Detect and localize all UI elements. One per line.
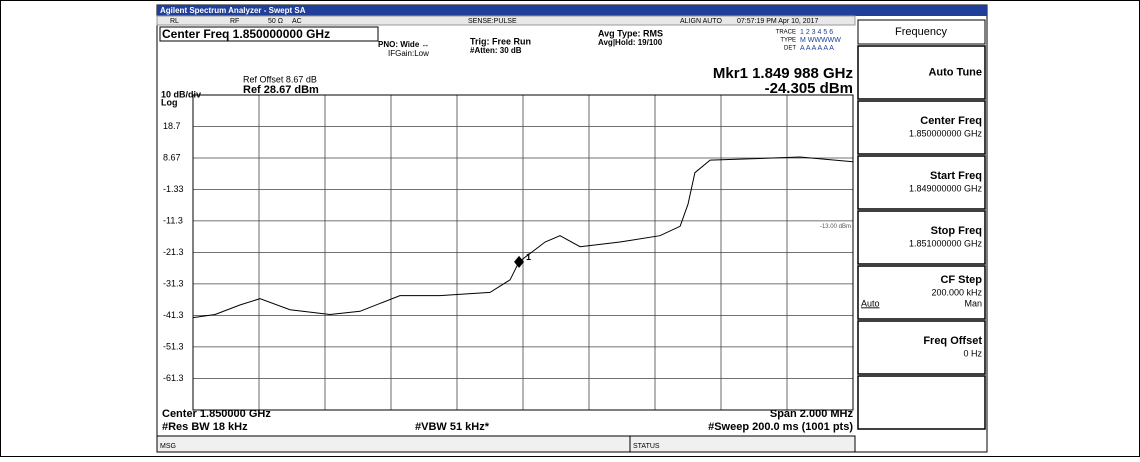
det-val: A A A A A A	[800, 45, 834, 52]
softkey-value: 200.000 kHz	[931, 287, 982, 297]
y-tick-label: -1.33	[163, 184, 184, 194]
menu-header	[857, 19, 986, 45]
softkey[interactable]	[857, 100, 986, 155]
y-tick-label: 18.7	[163, 121, 181, 131]
trace	[192, 156, 854, 319]
marker-label: 1	[526, 252, 531, 262]
softkey-blank	[857, 375, 986, 430]
softkey[interactable]	[857, 320, 986, 375]
marker-freq: Mkr1 1.849 988 GHz	[713, 65, 853, 82]
softkey[interactable]	[857, 210, 986, 265]
softkey-value: 1.851000000 GHz	[909, 238, 983, 248]
ref-offset: Ref Offset 8.67 dB	[243, 74, 317, 84]
softkey-value: 1.849000000 GHz	[909, 183, 983, 193]
status-bar	[156, 15, 856, 26]
y-tick-label: -21.3	[163, 247, 184, 257]
msg: MSG	[160, 443, 176, 450]
span: Span 2.000 MHz	[770, 408, 854, 420]
softkey-label: Start Freq	[930, 170, 982, 182]
instrument	[156, 4, 988, 453]
status-label: STATUS	[633, 443, 660, 450]
softkey[interactable]	[857, 45, 986, 100]
center: Center 1.850000 GHz	[162, 408, 271, 420]
status: SENSE:PULSE	[468, 18, 517, 25]
title-bar	[157, 5, 987, 16]
atten: #Atten: 30 dB	[470, 46, 522, 55]
trace-nums: 1 2 3 4 5 6	[800, 29, 833, 36]
y-tick-label: 8.67	[163, 152, 181, 162]
softkeys: Frequency Auto Tune Center Freq1.850000000…	[857, 19, 986, 430]
display-line-label: -13.00 dBm	[820, 224, 851, 230]
softkey-value: 0 Hz	[963, 348, 982, 358]
status: RL	[170, 18, 179, 25]
pno: PNO: Wide ↔	[378, 40, 429, 49]
status: RF	[230, 18, 239, 25]
softkey-label: Stop Freq	[931, 225, 982, 237]
marker-amp: -24.305 dBm	[765, 80, 853, 97]
plot-border	[192, 94, 854, 411]
status: 50 Ω	[268, 18, 283, 25]
plot: 18.7 8.67 -1.33 -11.3 -21.3 -31.3 -41.3 -51.3 -6…	[163, 94, 854, 411]
status: ALIGN AUTO	[680, 18, 722, 25]
softkey[interactable]	[857, 265, 986, 320]
softkey[interactable]	[857, 155, 986, 210]
ifgain: IFGain:Low	[388, 49, 429, 58]
y-tick-label: -31.3	[163, 278, 184, 288]
type-val: M WWWWW	[800, 37, 841, 44]
type-label: TYPE	[780, 38, 796, 44]
softkey-man: Man	[964, 298, 982, 308]
center-box	[159, 26, 379, 42]
sweep: #Sweep 200.0 ms (1001 pts)	[708, 421, 853, 433]
softkey-label: Auto Tune	[928, 66, 982, 78]
vbw: #VBW 51 kHz*	[415, 421, 490, 433]
softkey-auto: Auto	[861, 298, 880, 308]
y-tick-label: -61.3	[163, 373, 184, 383]
det-label: DET	[784, 46, 796, 52]
softkey-value: 1.850000000 GHz	[909, 128, 983, 138]
status: 07:57:19 PM Apr 10, 2017	[737, 18, 818, 25]
center-freq: Center Freq 1.850000000 GHz	[162, 27, 330, 41]
msg-bar	[156, 435, 856, 453]
ref-level: Ref 28.67 dBm	[243, 84, 319, 96]
status: AC	[292, 18, 302, 25]
marker	[514, 255, 525, 268]
avg-hold: Avg|Hold: 19/100	[598, 38, 663, 47]
log: Log	[161, 97, 178, 107]
softkey-label: Freq Offset	[923, 335, 982, 347]
trig: Trig: Free Run	[470, 36, 531, 46]
y-tick-label: -11.3	[163, 215, 183, 225]
softkey-label: Center Freq	[920, 115, 982, 127]
y-tick-label: -51.3	[163, 341, 184, 351]
y-tick-label: -41.3	[163, 310, 184, 320]
trace-label: TRACE	[776, 30, 796, 36]
scale: 10 dB/div	[161, 89, 201, 99]
softkey-label: CF Step	[940, 274, 982, 286]
avg-type: Avg Type: RMS	[598, 28, 663, 38]
menu-title: Frequency	[895, 26, 947, 38]
rbw: #Res BW 18 kHz	[162, 421, 248, 433]
title: Agilent Spectrum Analyzer - Swept SA	[160, 6, 306, 15]
